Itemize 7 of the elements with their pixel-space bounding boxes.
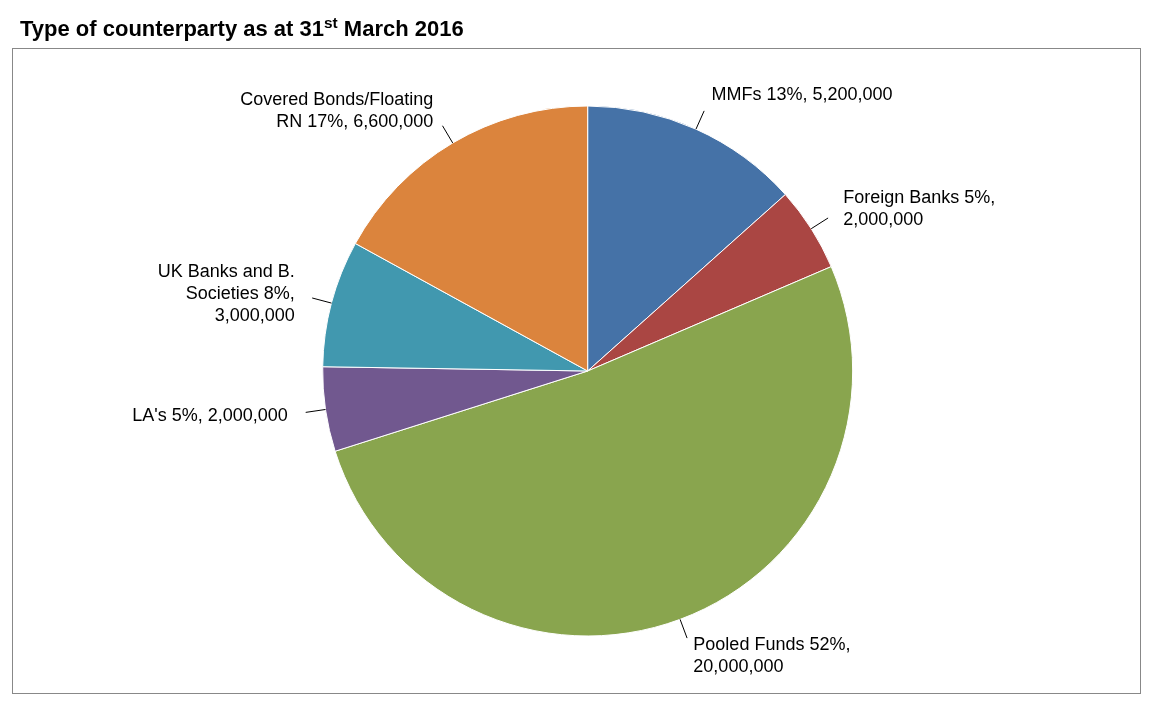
chart-title: Type of counterparty as at 31$^{st}$ March 2016 [20,13,464,41]
slice-label: LA's 5%, 2,000,000 [132,405,288,425]
slice-label: Foreign Banks 5%, 2,000,000 [843,187,996,230]
slice-label: UK Banks and B. Societies 8%, 3,000,000 [157,261,295,326]
slice-label: MMFs 13%, 5,200,000 [711,84,893,105]
slice-label: Covered Bonds/Floating RN 17%, 6,600,000 [240,89,434,132]
slice-label: Pooled Funds 52%, 20,000,000 [693,633,851,676]
